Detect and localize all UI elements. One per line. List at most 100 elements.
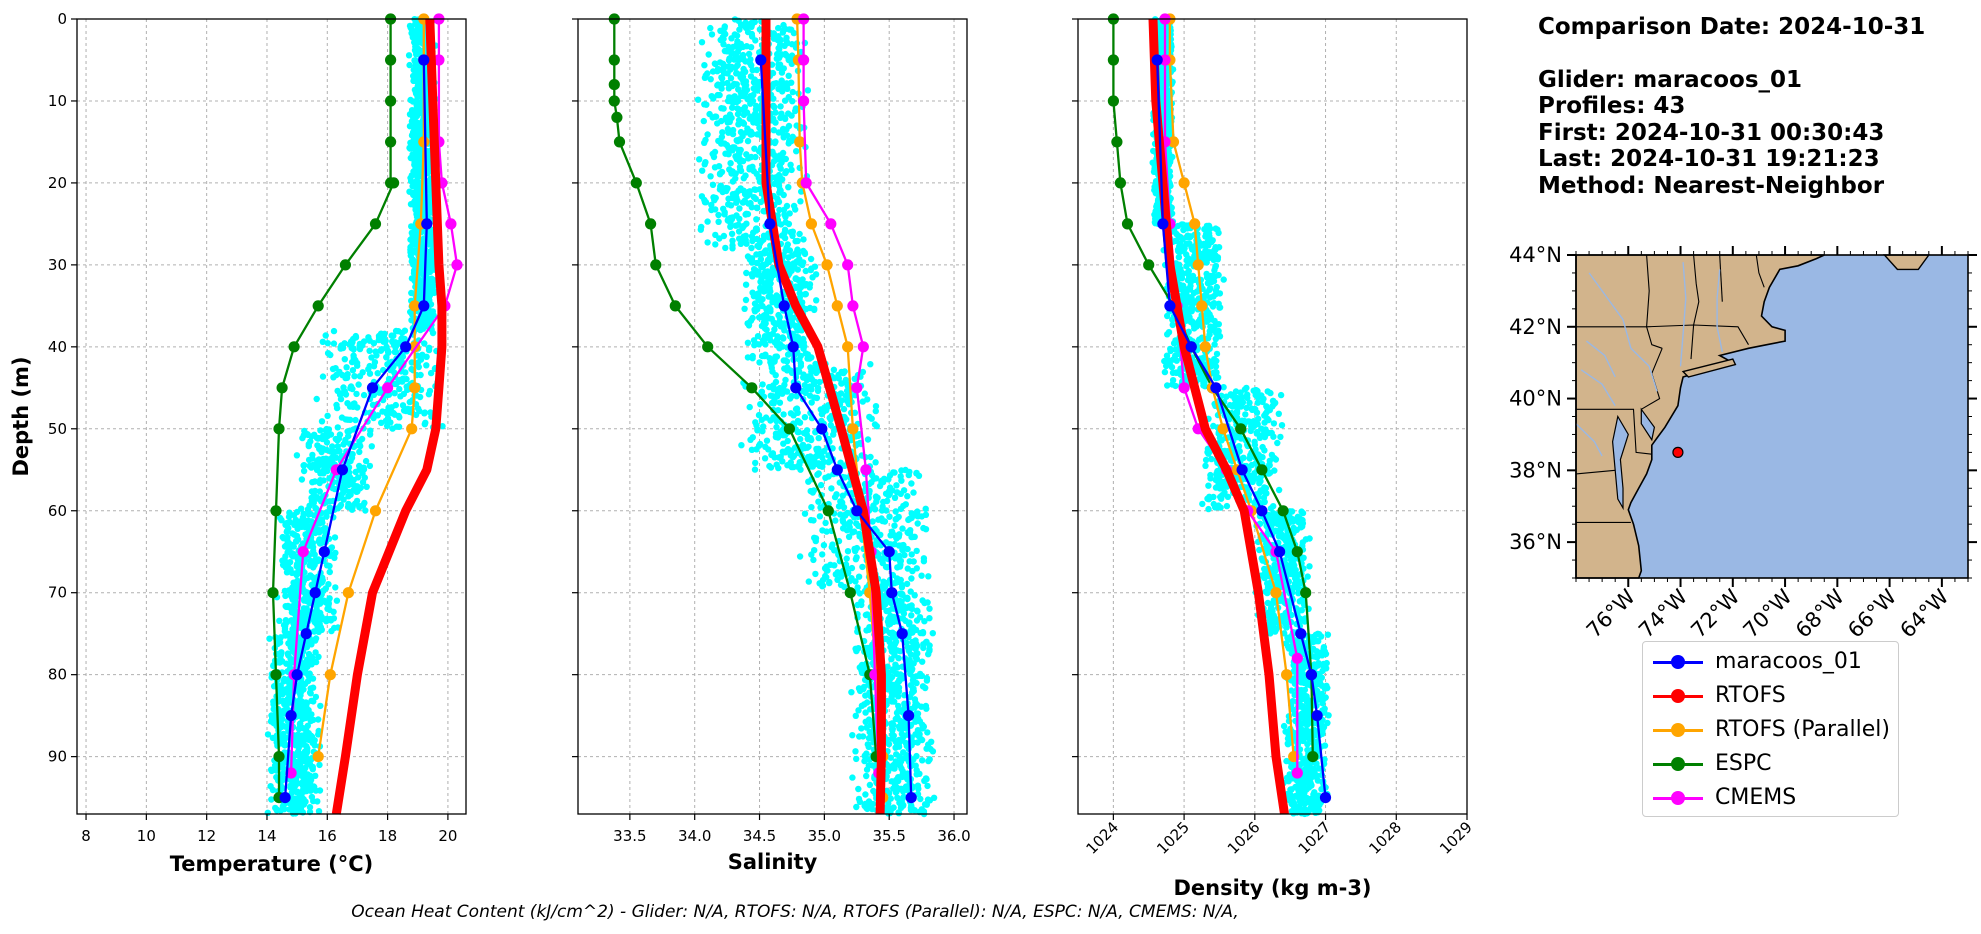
- glider-point: [391, 348, 398, 356]
- glider-point: [295, 725, 303, 733]
- glider-point: [725, 201, 732, 208]
- glider-point: [705, 51, 712, 58]
- glider-profile-cloud: [694, 16, 938, 818]
- series-marker: [822, 505, 834, 517]
- glider-point: [775, 85, 782, 93]
- glider-point: [920, 555, 928, 562]
- glider-point: [332, 454, 340, 461]
- glider-point: [772, 433, 780, 441]
- glider-point: [311, 478, 319, 485]
- glider-point: [424, 285, 432, 292]
- glider-point: [771, 104, 778, 111]
- glider-point: [919, 630, 927, 637]
- glider-point: [911, 807, 918, 814]
- glider-point: [900, 502, 907, 510]
- glider-point: [780, 440, 787, 447]
- glider-point: [920, 644, 927, 652]
- glider-point: [893, 515, 900, 522]
- glider-point: [770, 400, 777, 407]
- glider-point: [326, 562, 333, 570]
- glider-point: [744, 339, 752, 346]
- glider-point: [755, 295, 762, 303]
- series-marker: [611, 111, 623, 123]
- glider-point: [408, 109, 416, 116]
- glider-point: [742, 24, 750, 32]
- glider-point: [422, 419, 429, 426]
- glider-point: [736, 205, 743, 212]
- glider-point: [307, 638, 314, 646]
- glider-point: [820, 542, 828, 549]
- glider-point: [356, 345, 364, 353]
- glider-point: [844, 548, 852, 555]
- glider-point: [776, 399, 784, 406]
- glider-point: [334, 436, 341, 443]
- glider-point: [421, 410, 428, 417]
- glider-point: [904, 493, 911, 500]
- glider-point: [398, 354, 405, 361]
- glider-point: [863, 772, 870, 780]
- glider-point: [426, 248, 433, 256]
- glider-point: [380, 338, 387, 345]
- glider-point: [868, 479, 875, 486]
- glider-point: [891, 640, 899, 648]
- glider-point: [296, 681, 303, 689]
- glider-point: [909, 665, 916, 673]
- glider-point: [411, 157, 418, 164]
- glider-point: [746, 115, 753, 122]
- glider-point: [744, 125, 751, 132]
- glider-point: [923, 677, 931, 684]
- glider-point: [891, 698, 898, 705]
- glider-point: [731, 56, 738, 63]
- glider-point: [308, 711, 315, 718]
- glider-point: [366, 462, 374, 470]
- series-marker: [288, 341, 300, 353]
- glider-point: [808, 386, 815, 393]
- series-marker: [312, 300, 324, 312]
- glider-point: [729, 237, 736, 244]
- glider-point: [323, 509, 330, 516]
- glider-point: [272, 804, 279, 812]
- glider-point: [300, 467, 308, 475]
- glider-point: [742, 281, 750, 288]
- glider-point: [872, 403, 880, 410]
- glider-point: [753, 216, 760, 223]
- glider-point: [896, 597, 903, 604]
- glider-point: [790, 202, 798, 210]
- glider-point: [796, 259, 804, 267]
- glider-point: [810, 517, 817, 524]
- glider-point: [699, 167, 706, 174]
- glider-point: [770, 80, 777, 88]
- glider-point: [278, 777, 286, 784]
- glider-point: [387, 419, 394, 426]
- glider-point: [749, 289, 756, 296]
- glider-point: [787, 410, 795, 417]
- glider-point: [317, 702, 324, 710]
- series-marker: [831, 300, 843, 312]
- glider-point: [742, 68, 749, 76]
- glider-point: [306, 772, 314, 779]
- glider-point: [311, 783, 318, 791]
- glider-point: [727, 219, 734, 226]
- glider-point: [907, 627, 915, 634]
- glider-point: [373, 352, 380, 359]
- glider-point: [894, 664, 901, 671]
- glider-point: [300, 786, 307, 793]
- glider-point: [311, 551, 318, 558]
- series-marker: [300, 628, 312, 640]
- glider-point: [785, 220, 793, 228]
- glider-point: [845, 533, 853, 540]
- glider-point: [337, 501, 345, 509]
- series-marker: [851, 505, 863, 517]
- glider-point: [807, 487, 814, 495]
- glider-point: [796, 230, 803, 238]
- glider-point: [792, 275, 800, 282]
- glider-point: [926, 797, 934, 804]
- glider-point: [356, 504, 363, 511]
- glider-point: [749, 352, 756, 360]
- glider-point: [856, 590, 863, 597]
- glider-point: [283, 704, 290, 711]
- glider-point: [304, 677, 312, 685]
- glider-point: [890, 785, 897, 792]
- glider-point: [814, 384, 822, 392]
- glider-point: [363, 483, 370, 490]
